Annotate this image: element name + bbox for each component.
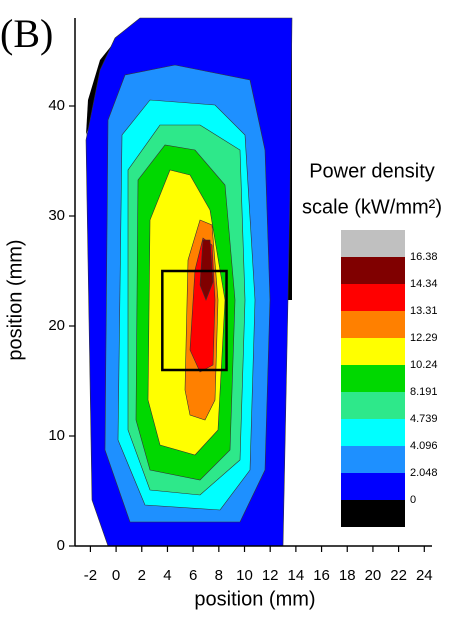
x-tick-label: 4 <box>163 567 171 584</box>
colorbar-swatch <box>341 338 405 365</box>
colorbar-label: 10.24 <box>410 359 438 371</box>
x-tick-label: 2 <box>138 567 146 584</box>
x-axis-label: position (mm) <box>194 588 315 610</box>
colorbar-label: 4.739 <box>410 413 438 425</box>
x-tick-label: 12 <box>262 567 279 584</box>
x-tick-label: 6 <box>189 567 197 584</box>
x-tick-label: 18 <box>339 567 356 584</box>
x-tick-label: 14 <box>288 567 305 584</box>
colorbar-swatch <box>341 365 405 392</box>
colorbar-label: 16.38 <box>410 251 438 263</box>
colorbar-swatch <box>341 446 405 473</box>
colorbar-swatch <box>341 257 405 284</box>
colorbar-swatch <box>341 500 405 527</box>
colorbar-label: 13.31 <box>410 305 438 317</box>
colorbar-label: 2.048 <box>410 467 438 479</box>
panel-label: (B) <box>0 11 53 56</box>
x-tick-label: 16 <box>313 567 330 584</box>
plot-area <box>85 17 293 547</box>
y-tick-label: 30 <box>48 207 65 224</box>
x-tick-label: -2 <box>84 567 97 584</box>
y-tick-label: 0 <box>57 537 65 554</box>
colorbar-label: 0 <box>410 494 416 506</box>
y-tick-label: 20 <box>48 317 65 334</box>
y-tick-label: 40 <box>48 97 65 114</box>
colorbar-swatch <box>341 284 405 311</box>
x-tick-label: 24 <box>416 567 433 584</box>
colorbar-label: 8.191 <box>410 386 438 398</box>
x-tick-label: 8 <box>215 567 223 584</box>
x-tick-label: 20 <box>365 567 382 584</box>
colorbar-title: scale (kW/mm²) <box>302 196 442 218</box>
colorbar-swatch <box>341 419 405 446</box>
x-tick-label: 22 <box>390 567 407 584</box>
y-tick-label: 10 <box>48 427 65 444</box>
colorbar-swatch <box>341 392 405 419</box>
colorbar-swatch <box>341 473 405 500</box>
colorbar-title: Power density <box>309 160 435 182</box>
colorbar-swatch <box>341 230 405 257</box>
x-tick-label: 10 <box>236 567 253 584</box>
colorbar-label: 12.29 <box>410 332 438 344</box>
x-tick-label: 0 <box>112 567 120 584</box>
colorbar-swatch <box>341 311 405 338</box>
colorbar-label: 14.34 <box>410 278 438 290</box>
y-axis-label: position (mm) <box>4 239 26 360</box>
colorbar-label: 4.096 <box>410 440 438 452</box>
annotation-box <box>161 269 228 372</box>
